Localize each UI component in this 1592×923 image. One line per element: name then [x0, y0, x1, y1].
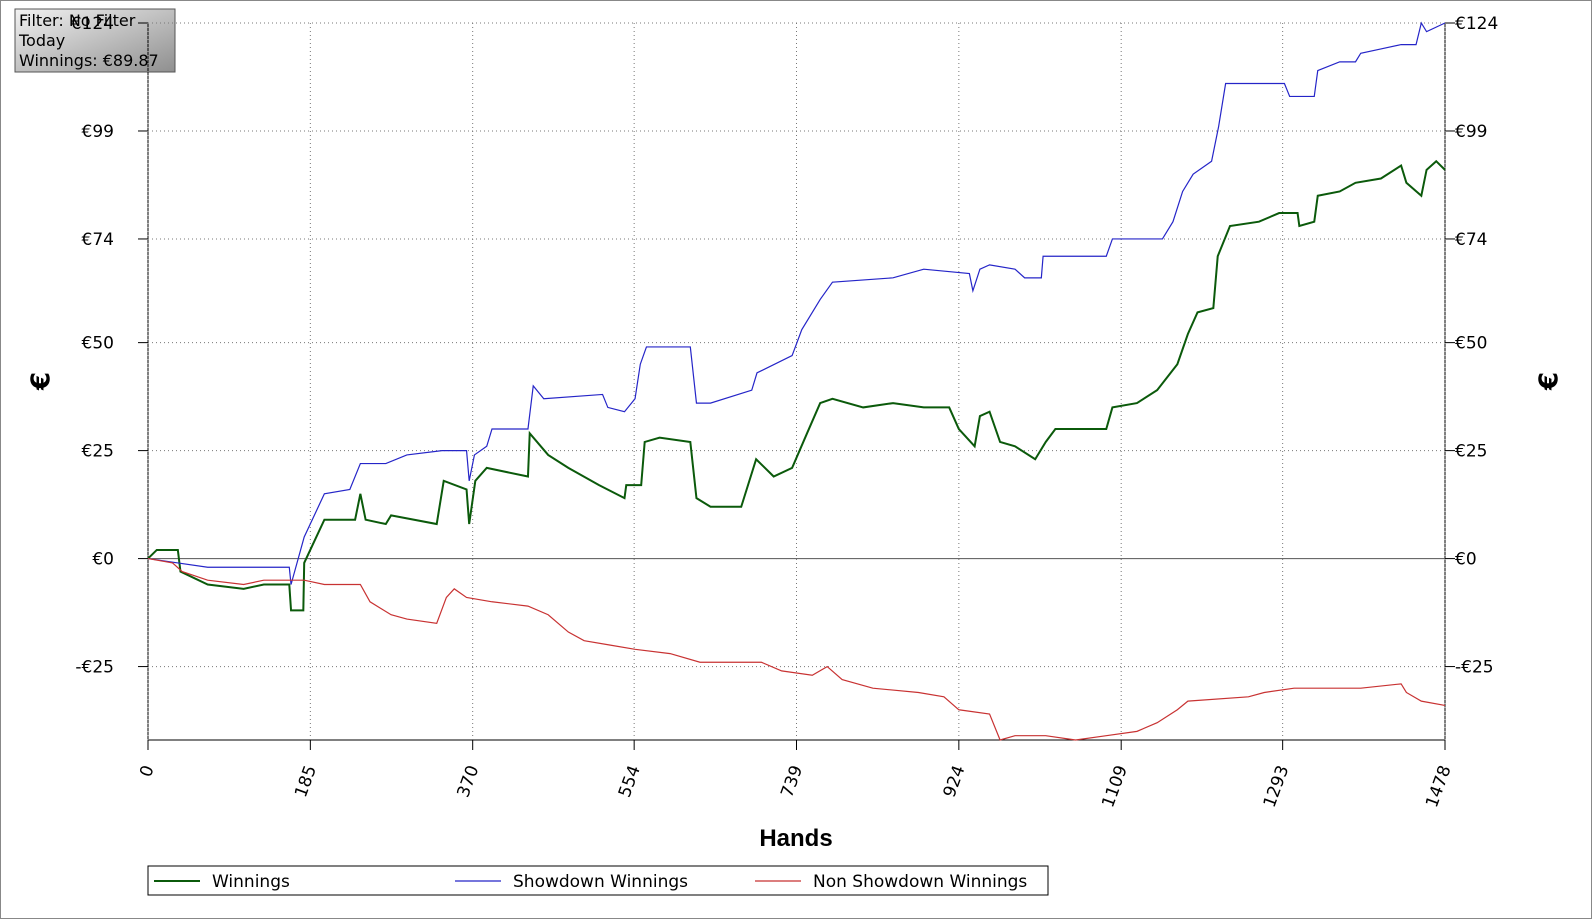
series-line	[147, 21, 1446, 585]
legend-label: Non Showdown Winnings	[813, 872, 1027, 892]
y2-tick-label: €99	[1455, 122, 1487, 142]
series-line	[147, 159, 1446, 612]
info-winnings: Winnings: €89.87	[19, 51, 159, 70]
y-tick-label: €74	[82, 230, 114, 250]
y-tick-label: €25	[82, 442, 114, 462]
y2-tick-label: €50	[1455, 334, 1487, 354]
y-tick-label: €124	[71, 14, 114, 34]
series-line	[147, 557, 1446, 741]
legend-label: Winnings	[212, 872, 290, 892]
y2-tick-label: -€25	[1455, 658, 1494, 678]
y2-tick-label: €124	[1455, 14, 1498, 34]
y2-tick-label: €74	[1455, 230, 1487, 250]
y2-tick-label: €25	[1455, 442, 1487, 462]
y-tick-label: -€25	[75, 658, 114, 678]
legend	[147, 865, 1049, 896]
legend-label: Showdown Winnings	[513, 872, 688, 892]
y-tick-label: €99	[82, 122, 114, 142]
y2-axis-title: €	[1535, 372, 1565, 391]
info-period: Today	[18, 31, 65, 50]
y-axis-title: €	[27, 372, 57, 391]
y2-tick-label: €0	[1455, 550, 1477, 570]
y-tick-label: €50	[82, 334, 114, 354]
y-tick-label: €0	[92, 550, 114, 570]
x-axis-title: Hands	[759, 825, 832, 852]
info-filter: Filter: No Filter	[19, 11, 136, 30]
